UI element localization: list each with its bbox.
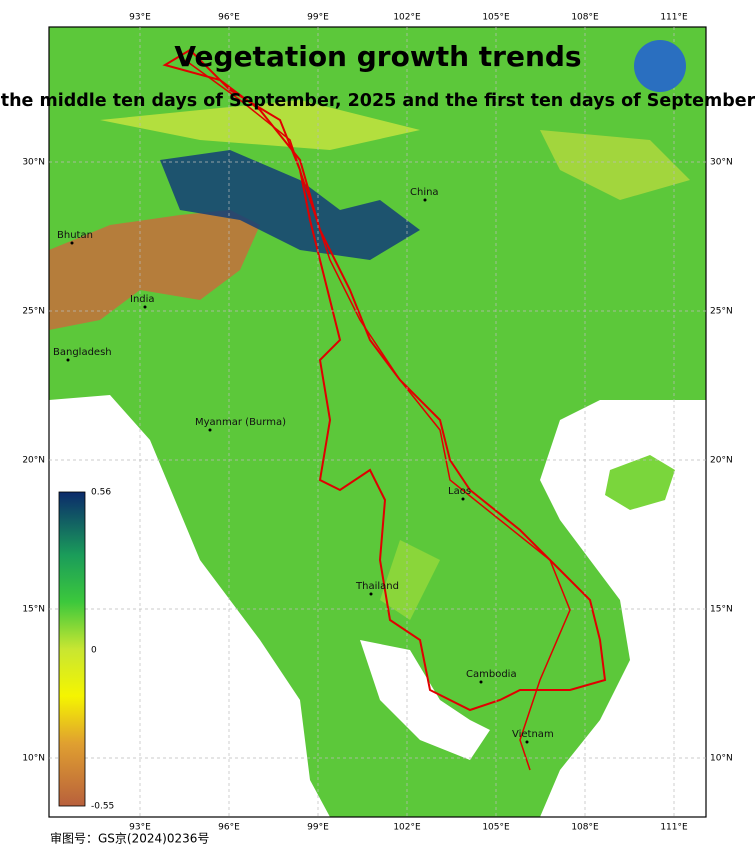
lat-label-right: 30°N: [710, 158, 733, 168]
map-area: [49, 27, 706, 817]
place-label: Bhutan: [57, 230, 93, 241]
place-label: Vietnam: [512, 729, 554, 740]
south-china-sea: [540, 400, 706, 817]
logo: [634, 40, 686, 92]
colorbar: [58, 491, 86, 807]
lon-label-bottom: 111°E: [660, 823, 688, 833]
lon-label-top: 99°E: [307, 13, 329, 23]
place-dot: [208, 428, 212, 432]
place-dot: [525, 740, 529, 744]
lat-label-right: 10°N: [710, 754, 733, 764]
high-growth-region: [160, 150, 420, 260]
thailand-plain: [380, 540, 440, 620]
lon-label-bottom: 96°E: [218, 823, 240, 833]
lat-label-right: 15°N: [710, 605, 733, 615]
map-frame: [48, 26, 707, 818]
lon-label-top: 102°E: [393, 13, 421, 23]
lat-label-left: 20°N: [22, 456, 45, 466]
dry-region: [49, 210, 260, 330]
place-label: Laos: [448, 486, 471, 497]
lon-label-top: 108°E: [571, 13, 599, 23]
lon-label-bottom: 99°E: [307, 823, 329, 833]
place-dot: [461, 497, 465, 501]
colorbar-max: 0.56: [91, 488, 111, 498]
gulf-of-thailand: [360, 640, 490, 760]
lat-label-right: 25°N: [710, 307, 733, 317]
lon-label-top: 96°E: [218, 13, 240, 23]
lon-label-bottom: 102°E: [393, 823, 421, 833]
bay-of-bengal: [49, 395, 330, 817]
place-label: Thailand: [355, 581, 399, 592]
lon-label-bottom: 93°E: [129, 823, 151, 833]
place-label: Cambodia: [466, 669, 517, 680]
place-label: Bangladesh: [53, 347, 112, 358]
place-labels: China Bhutan India Bangladesh Myanmar (Burma…: [53, 187, 554, 744]
approval-number: 审图号：GS京(2024)0236号: [50, 831, 209, 846]
lat-label-left: 25°N: [22, 307, 45, 317]
title: Vegetation growth trends: [174, 40, 581, 73]
lon-label-top: 105°E: [482, 13, 510, 23]
mekong-river: [184, 59, 571, 771]
place-dot: [369, 592, 373, 596]
place-label: India: [130, 294, 155, 305]
place-dot: [143, 305, 147, 309]
place-dot: [70, 241, 74, 245]
lat-label-left: 15°N: [22, 605, 45, 615]
lon-label-top: 93°E: [129, 13, 151, 23]
plateau: [100, 100, 420, 150]
place-label: Myanmar (Burma): [195, 417, 286, 428]
sichuan-region: [540, 130, 690, 200]
graticule: [49, 27, 706, 817]
lat-label-right: 20°N: [710, 456, 733, 466]
lat-label-left: 10°N: [22, 754, 45, 764]
place-dot: [66, 358, 70, 362]
subtitle: the middle ten days of September, 2025 a…: [1, 91, 755, 111]
place-dot: [423, 198, 427, 202]
place-label: China: [410, 187, 439, 198]
lon-label-bottom: 105°E: [482, 823, 510, 833]
place-dot: [479, 680, 483, 684]
lon-label-bottom: 108°E: [571, 823, 599, 833]
lon-label-top: 111°E: [660, 13, 688, 23]
lat-label-left: 30°N: [22, 158, 45, 168]
colorbar-min: -0.55: [91, 802, 114, 812]
hainan: [605, 455, 675, 510]
tick-labels: 93°E 93°E 96°E 96°E 99°E 99°E 102°E 102°E 105°E 1…: [22, 13, 732, 833]
basin-boundary: [162, 48, 607, 712]
colorbar-mid: 0: [91, 646, 97, 656]
